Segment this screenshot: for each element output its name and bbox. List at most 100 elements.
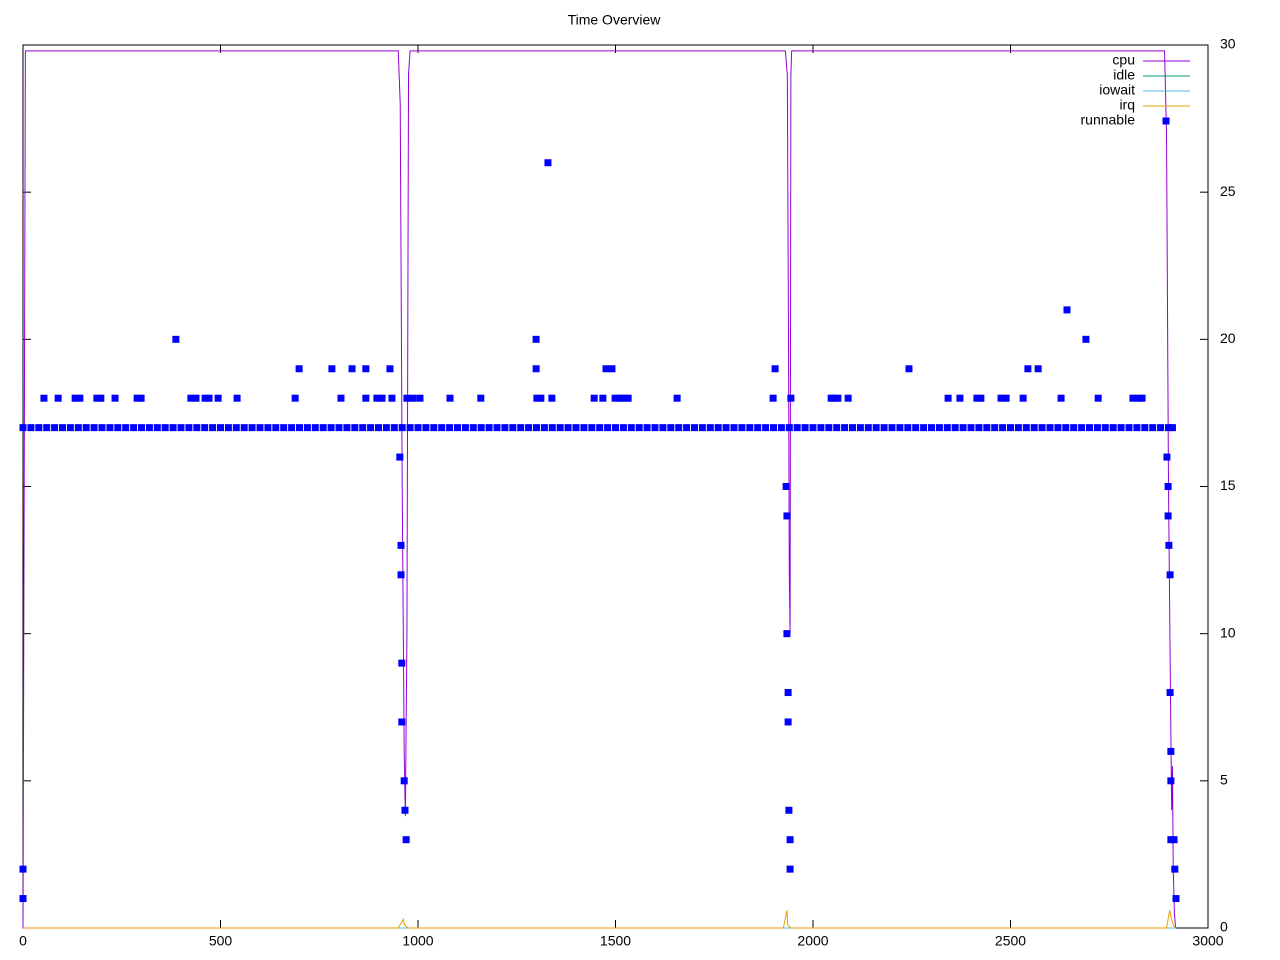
runnable-point	[651, 424, 659, 432]
runnable-point	[74, 424, 82, 432]
runnable-point	[612, 424, 619, 432]
runnable-point	[608, 365, 616, 373]
plot-border	[22, 44, 1209, 929]
runnable-point	[71, 394, 79, 402]
runnable-point	[544, 159, 552, 167]
runnable-point	[746, 424, 754, 432]
runnable-point	[1082, 335, 1090, 343]
runnable-point	[40, 394, 48, 402]
runnable-point	[635, 424, 643, 432]
y-tick-label: 0	[1220, 919, 1228, 935]
runnable-point	[943, 424, 951, 432]
runnable-point	[303, 424, 311, 432]
legend-label: idle	[1113, 67, 1135, 83]
runnable-point	[66, 424, 74, 432]
runnable-point	[844, 394, 852, 402]
runnable-point	[698, 424, 706, 432]
runnable-point	[1030, 424, 1038, 432]
runnable-point	[620, 394, 628, 402]
runnable-point	[1002, 394, 1010, 402]
runnable-point	[205, 394, 213, 402]
runnable-point	[1019, 394, 1027, 402]
runnable-point	[438, 424, 446, 432]
runnable-point	[619, 424, 627, 432]
runnable-point	[264, 424, 272, 432]
runnable-point	[477, 394, 485, 402]
runnable-point	[1163, 453, 1171, 461]
runnable-point	[1022, 424, 1030, 432]
x-tick-label: 0	[19, 933, 27, 949]
runnable-point	[291, 394, 299, 402]
runnable-point	[1165, 424, 1172, 432]
runnable-point	[856, 424, 864, 432]
runnable-point	[817, 424, 825, 432]
runnable-point	[172, 335, 180, 343]
runnable-point	[122, 424, 130, 432]
runnable-point	[106, 424, 114, 432]
runnable-point	[1046, 424, 1054, 432]
runnable-point	[400, 777, 408, 785]
runnable-point	[386, 365, 394, 373]
y-tick-label: 15	[1220, 477, 1236, 493]
runnable-point	[130, 424, 138, 432]
runnable-point	[783, 630, 791, 638]
runnable-point	[769, 394, 777, 402]
runnable-point	[1166, 571, 1174, 579]
runnable-point	[997, 394, 1005, 402]
runnable-point	[401, 806, 409, 814]
runnable-point	[967, 424, 975, 432]
runnable-point	[201, 424, 209, 432]
runnable-point	[777, 424, 785, 432]
runnable-point	[501, 424, 509, 432]
runnable-point	[193, 424, 201, 432]
runnable-point	[540, 424, 548, 432]
runnable-point	[977, 394, 985, 402]
chart-title: Time Overview	[568, 12, 662, 28]
runnable-point	[416, 394, 424, 402]
runnable-point	[1117, 424, 1125, 432]
runnable-point	[624, 394, 632, 402]
runnable-point	[209, 424, 217, 432]
runnable-point	[1157, 424, 1165, 432]
runnable-point	[335, 424, 343, 432]
runnable-point	[928, 424, 935, 432]
runnable-point	[532, 335, 540, 343]
runnable-point	[973, 394, 981, 402]
runnable-point	[201, 394, 209, 402]
x-tick-label: 500	[209, 933, 233, 949]
y-tick-label: 10	[1220, 624, 1236, 640]
runnable-point	[825, 424, 833, 432]
runnable-point	[295, 365, 303, 373]
runnable-point	[19, 865, 27, 873]
y-tick-label: 5	[1220, 772, 1228, 788]
runnable-point	[1165, 541, 1173, 549]
runnable-point	[517, 424, 525, 432]
runnable-point	[469, 424, 477, 432]
runnable-point	[19, 895, 27, 903]
runnable-point	[388, 394, 396, 402]
runnable-point	[409, 394, 417, 402]
runnable-point	[1164, 512, 1172, 520]
runnable-point	[548, 394, 556, 402]
runnable-point	[782, 483, 790, 490]
runnable-point	[280, 424, 288, 432]
runnable-point	[187, 394, 195, 402]
runnable-point	[485, 424, 493, 432]
runnable-point	[975, 424, 983, 432]
runnable-point	[509, 424, 517, 432]
runnable-point	[809, 424, 817, 432]
runnable-point	[999, 424, 1007, 432]
runnable-point	[762, 424, 770, 432]
runnable-point	[833, 424, 841, 432]
runnable-point	[738, 424, 746, 432]
runnable-point	[232, 424, 240, 432]
runnable-point	[754, 424, 762, 432]
runnable-point	[1125, 424, 1133, 432]
runnable-point	[787, 394, 795, 402]
runnable-point	[446, 394, 454, 402]
runnable-point	[599, 394, 607, 402]
runnable-point	[54, 394, 62, 402]
runnable-point	[1171, 865, 1179, 873]
runnable-point	[783, 512, 791, 520]
runnable-point	[76, 394, 84, 402]
